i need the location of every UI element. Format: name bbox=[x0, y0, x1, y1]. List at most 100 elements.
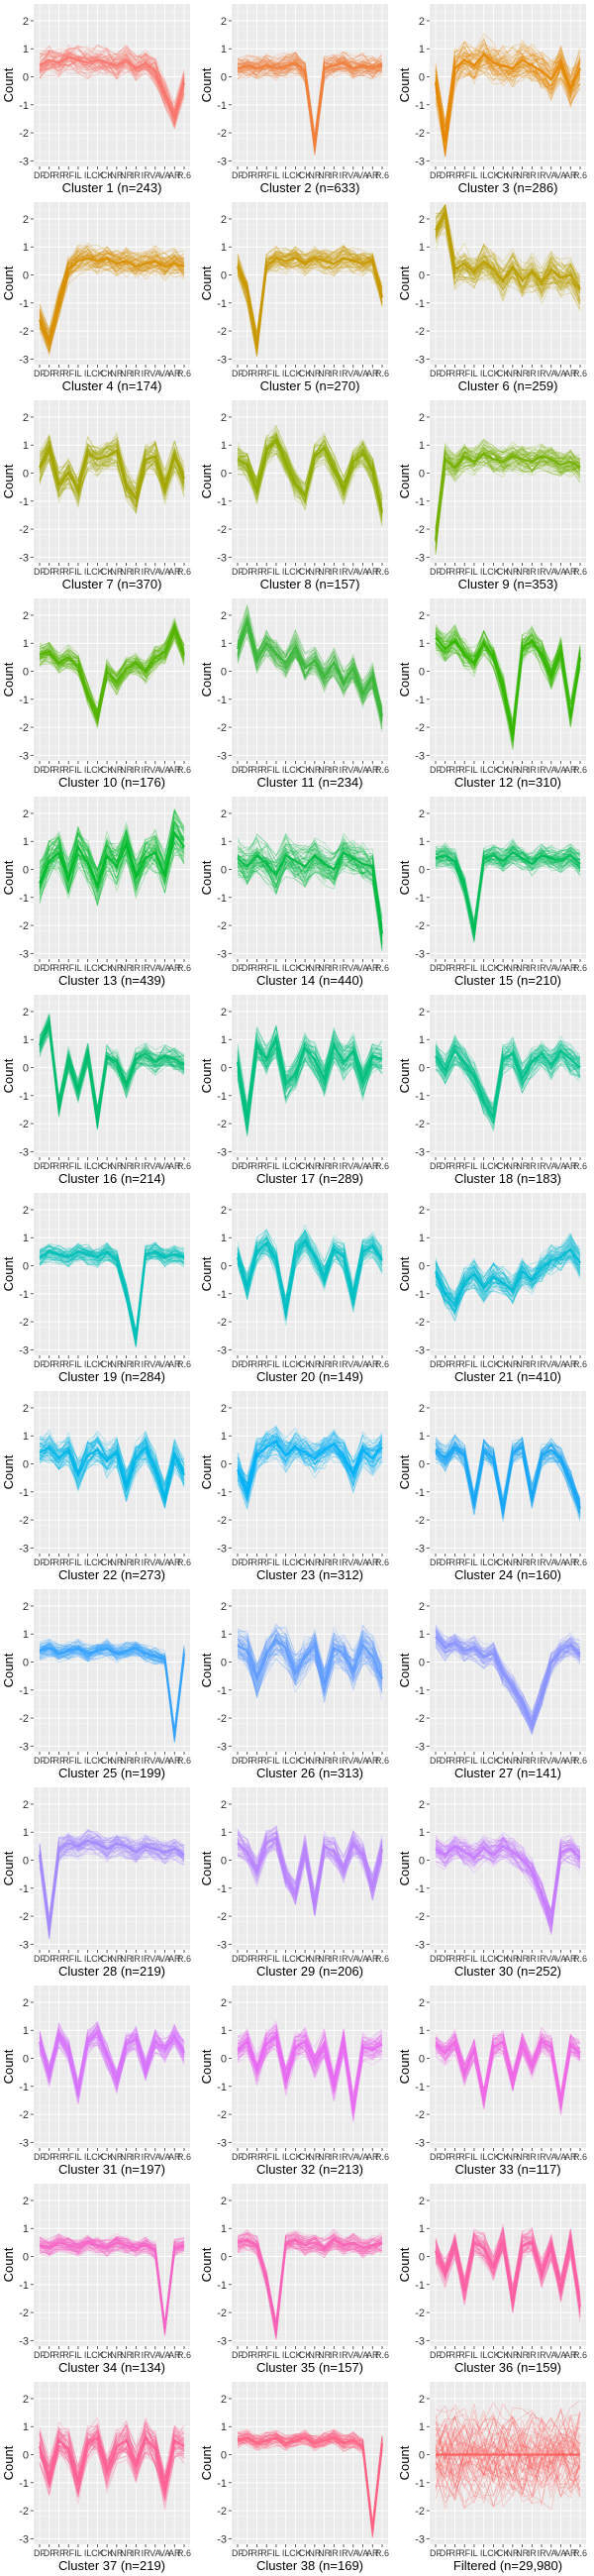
y-tick-label: 0 bbox=[221, 469, 227, 481]
profile-line bbox=[435, 856, 581, 937]
x-tick-label: RF bbox=[260, 1359, 272, 1369]
plot-background bbox=[34, 1787, 190, 1950]
profile-line bbox=[435, 452, 581, 543]
x-tick-label: RF bbox=[52, 1557, 64, 1567]
x-tick-label: NR bbox=[120, 1756, 133, 1766]
x-tick-label: NR bbox=[120, 170, 133, 180]
profile-line bbox=[39, 258, 185, 352]
x-tick-label: CK bbox=[487, 1557, 500, 1567]
y-tick-label: 2 bbox=[23, 1601, 29, 1613]
profile-line bbox=[237, 1024, 383, 1107]
x-tick-label: CK bbox=[299, 567, 312, 577]
profile-line bbox=[39, 807, 185, 879]
profile-line bbox=[435, 1643, 581, 1728]
cluster-panel: -3 -2 -1 0 1 2 DF DF RF RF IL IL CK CK NR NR IR IR VA VA AR R… bbox=[0, 1982, 198, 2180]
profile-line bbox=[39, 264, 185, 351]
x-tick-label: VA bbox=[545, 1161, 556, 1171]
x-tick-label: DF bbox=[34, 1557, 46, 1567]
x-tick-label: VA bbox=[357, 1756, 368, 1766]
profile-line bbox=[237, 1026, 383, 1105]
panel-title: Cluster 22 (n=273) bbox=[58, 1567, 165, 1582]
profile-line bbox=[237, 2243, 383, 2340]
profile-line bbox=[435, 843, 581, 933]
profile-line bbox=[39, 441, 185, 487]
y-tick-label: -2 bbox=[19, 1911, 29, 1923]
x-tick-label: CK bbox=[497, 170, 510, 180]
y-tick-label: -1 bbox=[415, 695, 425, 706]
profile-line bbox=[435, 1052, 581, 1127]
y-tick-label: -2 bbox=[19, 2308, 29, 2319]
profile-line bbox=[435, 1051, 581, 1122]
profile-line bbox=[39, 1241, 185, 1335]
panel-title: Cluster 4 (n=174) bbox=[62, 378, 162, 393]
profile-line bbox=[39, 435, 185, 484]
y-tick-label: 0 bbox=[419, 1856, 425, 1868]
profile-line bbox=[39, 846, 185, 903]
x-tick-label: CK bbox=[289, 567, 302, 577]
y-tick-label: 2 bbox=[221, 412, 227, 424]
x-tick-label: CK bbox=[91, 765, 104, 775]
x-tick-label: AR bbox=[366, 1161, 379, 1171]
x-tick-label: IL bbox=[272, 1954, 280, 1964]
profile-line bbox=[237, 1232, 383, 1297]
profile-line bbox=[39, 54, 185, 131]
y-tick-label: 2 bbox=[419, 1601, 425, 1613]
y-tick-label: 0 bbox=[23, 469, 29, 481]
x-tick-label: RF bbox=[448, 369, 460, 378]
profile-line bbox=[39, 1833, 185, 1933]
profile-line bbox=[237, 1047, 383, 1128]
y-tick-label: -2 bbox=[19, 1317, 29, 1329]
profile-line bbox=[237, 2239, 383, 2338]
x-tick-label: CK bbox=[299, 963, 312, 973]
profile-line bbox=[237, 851, 383, 931]
profile-line bbox=[435, 1241, 581, 1305]
x-tick-label: DF bbox=[430, 1756, 442, 1766]
profile-line bbox=[237, 847, 383, 942]
y-axis-label: Count bbox=[199, 1851, 214, 1885]
profile-line bbox=[435, 39, 581, 129]
profile-line bbox=[237, 1045, 383, 1137]
profile-line bbox=[39, 2022, 185, 2093]
x-tick-label: CK bbox=[91, 2350, 104, 2360]
x-tick-label: RF bbox=[250, 369, 262, 378]
x-tick-label: VA bbox=[545, 1359, 556, 1369]
profile-line bbox=[237, 1440, 383, 1496]
y-tick-label: -3 bbox=[19, 1543, 29, 1555]
profile-line bbox=[39, 1250, 185, 1342]
profile-line bbox=[435, 1257, 581, 1315]
profile-line bbox=[237, 1431, 383, 1484]
x-tick-label: NR bbox=[506, 1954, 519, 1964]
profile-line bbox=[39, 245, 185, 334]
profile-line bbox=[39, 1843, 185, 1938]
x-tick-label: IR bbox=[330, 1954, 340, 1964]
profile-line bbox=[237, 2044, 383, 2109]
profile-line bbox=[39, 819, 185, 880]
x-tick-label: IR bbox=[142, 963, 151, 973]
profile-line bbox=[237, 621, 383, 717]
profile-line bbox=[435, 1640, 581, 1725]
profile-line bbox=[237, 1633, 383, 1679]
x-tick-label: NR bbox=[516, 1557, 529, 1567]
y-axis-label: Count bbox=[199, 67, 214, 102]
profile-line bbox=[39, 1018, 185, 1107]
cluster-panel: -3 -2 -1 0 1 2 DF DF RF RF IL IL CK CK NR NR IR IR VA VA AR R… bbox=[0, 2180, 198, 2378]
profile-line bbox=[39, 251, 185, 347]
x-tick-label: RF bbox=[448, 765, 460, 775]
profile-line bbox=[39, 1241, 185, 1333]
x-tick-label: VA bbox=[347, 1756, 358, 1766]
profile-line bbox=[39, 1248, 185, 1344]
profile-line bbox=[39, 809, 185, 882]
y-axis-label: Count bbox=[1, 1851, 16, 1885]
profile-line bbox=[39, 45, 185, 105]
profile-core-line bbox=[434, 53, 581, 142]
y-tick-label: -3 bbox=[415, 1543, 425, 1555]
y-tick-label: 1 bbox=[221, 440, 227, 452]
profile-line bbox=[39, 840, 185, 905]
profile-line bbox=[435, 211, 581, 301]
profile-line bbox=[435, 1842, 581, 1934]
y-axis-label: Count bbox=[1, 1454, 16, 1489]
y-tick-label: 1 bbox=[23, 44, 29, 55]
